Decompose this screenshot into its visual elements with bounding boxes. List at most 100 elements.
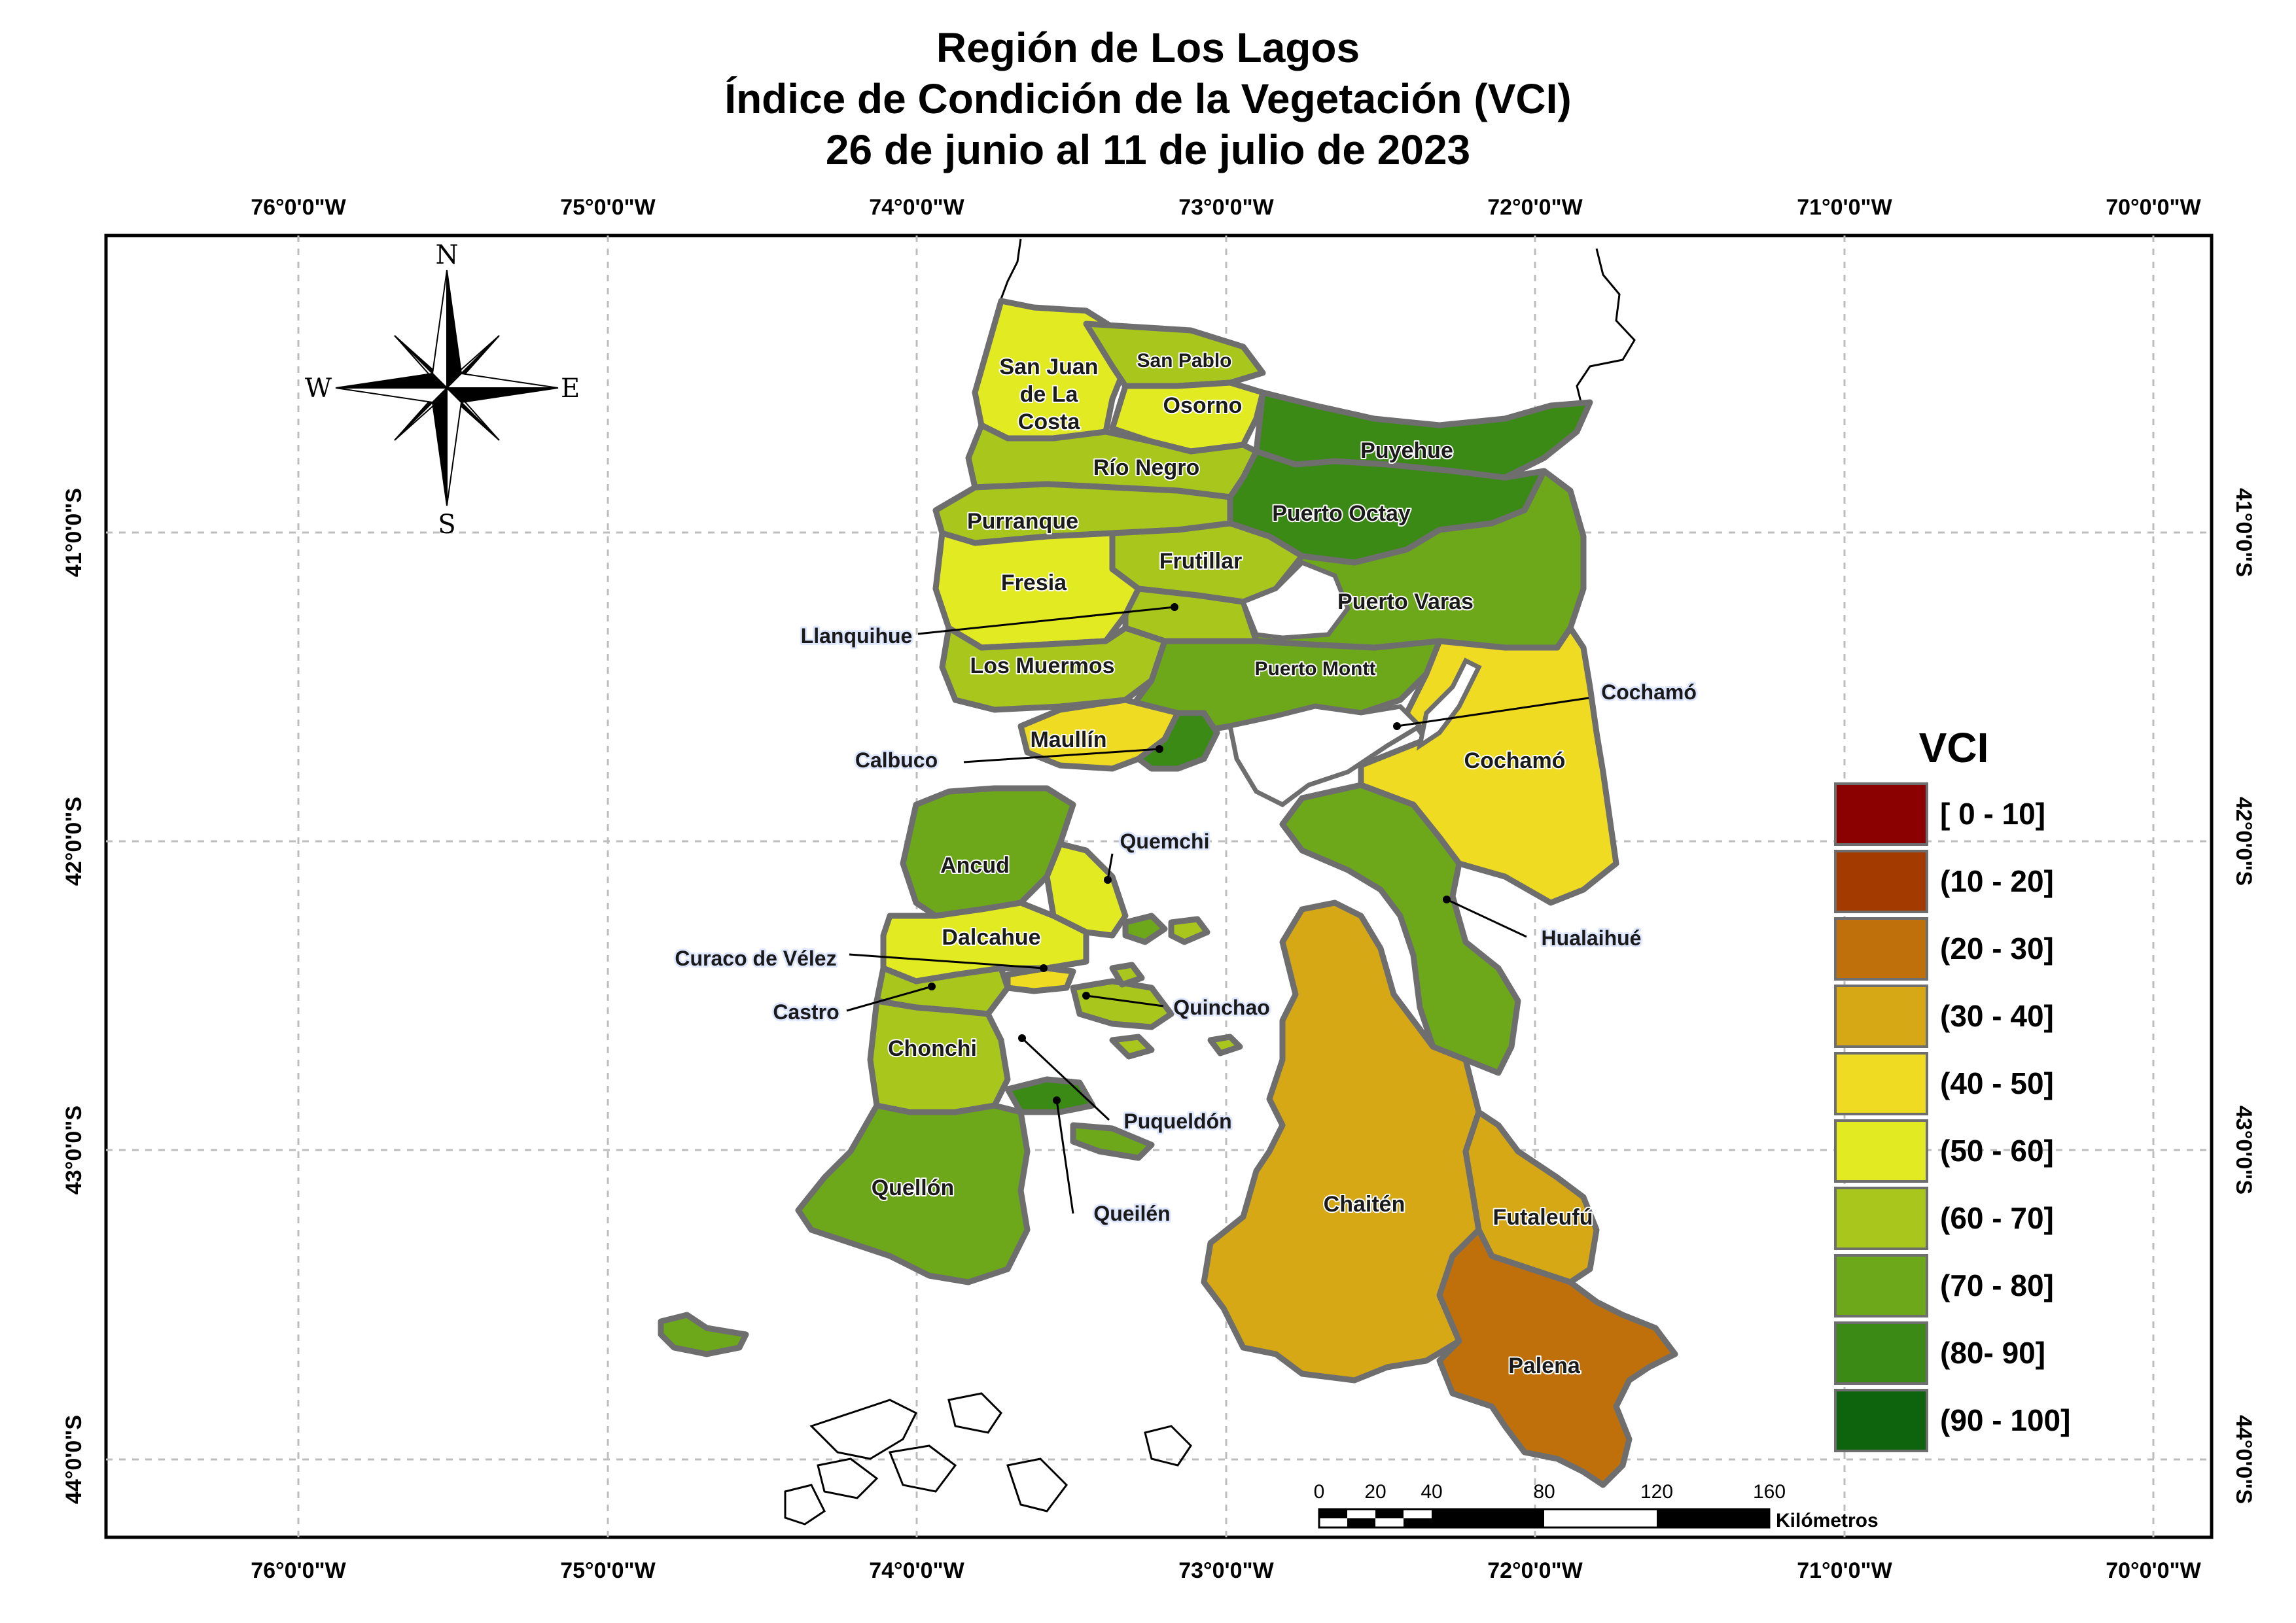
legend-label: (30 - 40]: [1940, 999, 2054, 1033]
legend-label: (80- 90]: [1940, 1336, 2045, 1370]
legend-label: [ 0 - 10]: [1940, 797, 2045, 831]
lon-label: 76°0'0"W: [251, 195, 346, 220]
lon-label: 70°0'0"W: [2106, 1558, 2201, 1583]
lon-label: 71°0'0"W: [1797, 1558, 1892, 1583]
lat-labels-left: 41°0'0"S 42°0'0"S 43°0'0"S 44°0'0"S: [62, 488, 86, 1504]
comuna-cochamo[interactable]: [1358, 625, 1619, 906]
map-title-line2: Índice de Condición de la Vegetación (VC…: [724, 75, 1572, 122]
legend-swatch: [1834, 1254, 1928, 1318]
label-san-pablo: San Pablo: [1137, 350, 1231, 372]
legend-label: (10 - 20]: [1940, 864, 2054, 898]
label-palena: Palena: [1508, 1353, 1581, 1378]
label-puyehue: Puyehue: [1360, 438, 1453, 463]
reloncavi-sound: [1227, 704, 1424, 808]
island-small: [1122, 913, 1168, 945]
comuna-queilen[interactable]: [1070, 1122, 1155, 1161]
label-chonchi: Chonchi: [888, 1036, 977, 1061]
lat-label: 42°0'0"S: [62, 797, 86, 886]
legend-swatch: [1834, 1052, 1928, 1115]
lon-label: 73°0'0"W: [1178, 1558, 1274, 1583]
label-cochamo-callout: Cochamó: [1601, 680, 1697, 704]
scale-tick-label: 20: [1364, 1481, 1386, 1503]
label-quemchi: Quemchi: [1120, 829, 1210, 853]
lat-label: 43°0'0"S: [62, 1106, 86, 1195]
legend-swatch: [1834, 917, 1928, 981]
lat-label: 44°0'0"S: [2231, 1415, 2256, 1504]
compass-star-icon: [335, 270, 559, 506]
lat-label: 41°0'0"S: [2231, 488, 2256, 577]
scale-segment: [1347, 1518, 1375, 1527]
comuna-san-pablo[interactable]: [1083, 321, 1266, 389]
label-puerto-montt: Puerto Montt: [1255, 658, 1376, 680]
legend-label: (20 - 30]: [1940, 932, 2054, 966]
international-border: [1576, 248, 1636, 413]
label-puqueldon: Puqueldón: [1123, 1109, 1231, 1133]
comuna-futaleufu[interactable]: [1462, 1109, 1600, 1285]
map-title-line3: 26 de junio al 11 de julio de 2023: [825, 126, 1471, 173]
legend-swatch: [1834, 1389, 1928, 1452]
comuna-palena[interactable]: [1436, 1227, 1678, 1488]
label-calbuco: Calbuco: [855, 748, 938, 772]
comuna-labels: San Juan de La Costa San Pablo Osorno Puye…: [673, 349, 1699, 1380]
label-frutillar: Frutillar: [1159, 549, 1243, 574]
legend-label: (70 - 80]: [1940, 1268, 2054, 1302]
legend-swatch: [1834, 1119, 1928, 1183]
scale-segment: [1657, 1509, 1769, 1527]
scale-bar: 0 20 40 80 120 160 Kilómetros: [1314, 1481, 1879, 1531]
lat-label: 44°0'0"S: [62, 1415, 86, 1504]
scale-tick-label: 80: [1533, 1481, 1555, 1503]
legend-label: (90 - 100]: [1940, 1403, 2070, 1437]
southern-islands-outline: [784, 1392, 1192, 1526]
label-puerto-octay: Puerto Octay: [1272, 501, 1411, 526]
comuna-quellon[interactable]: [795, 1102, 1031, 1285]
lake-llanquihue: [1240, 559, 1351, 640]
label-san-juan-de-la-costa: San Juan de La Costa: [999, 355, 1098, 434]
label-ancud: Ancud: [940, 853, 1010, 878]
lon-label: 75°0'0"W: [560, 1558, 656, 1583]
compass-e: E: [561, 374, 580, 404]
island-small: [1207, 1034, 1243, 1056]
comuna-curaco-de-velez[interactable]: [1004, 965, 1076, 994]
label-los-muermos: Los Muermos: [970, 654, 1114, 678]
reloncavi-estuary: [1416, 657, 1482, 751]
legend-label: (40 - 50]: [1940, 1066, 2054, 1100]
label-chaiten: Chaitén: [1324, 1192, 1405, 1217]
island-small: [1109, 962, 1145, 988]
compass-s: S: [438, 510, 455, 540]
leader-lines: [846, 606, 1589, 1214]
compass-rose: N S E W: [305, 240, 580, 540]
scale-segment: [1319, 1509, 1347, 1518]
label-purranque: Purranque: [967, 509, 1078, 534]
water-bodies: [1227, 559, 1482, 808]
comuna-chaiten[interactable]: [1201, 899, 1482, 1384]
leader-dots: [928, 603, 1451, 1104]
label-rio-negro: Río Negro: [1093, 455, 1199, 480]
lat-label: 42°0'0"S: [2231, 797, 2256, 886]
island-small: [1168, 916, 1210, 945]
scale-tick-label: 40: [1421, 1481, 1442, 1503]
label-futaleufu: Futaleufú: [1493, 1205, 1593, 1230]
island-small: [1109, 1034, 1155, 1060]
label-llanquihue: Llanquihue: [801, 624, 913, 648]
comuna-puqueldon[interactable]: [1004, 1076, 1096, 1115]
comuna-calbuco[interactable]: [1135, 710, 1220, 772]
legend-label: (60 - 70]: [1940, 1201, 2054, 1235]
legend-swatch: [1834, 850, 1928, 913]
scale-unit: Kilómetros: [1776, 1510, 1879, 1531]
scale-segment: [1404, 1518, 1432, 1527]
label-quellon: Quellón: [872, 1176, 955, 1200]
lat-label: 41°0'0"S: [62, 488, 86, 577]
lon-label: 73°0'0"W: [1178, 195, 1274, 220]
legend-swatch: [1834, 1187, 1928, 1250]
lat-labels-right: 41°0'0"S 42°0'0"S 43°0'0"S 44°0'0"S: [2231, 488, 2256, 1504]
lon-label: 70°0'0"W: [2106, 195, 2201, 220]
scale-ticks: 0 20 40 80 120 160: [1314, 1481, 1786, 1503]
legend-items: [ 0 - 10] (10 - 20] (20 - 30] (30 - 40] (40 …: [1834, 782, 2070, 1452]
lon-label: 72°0'0"W: [1487, 1558, 1583, 1583]
label-hualaihue: Hualaihué: [1542, 926, 1642, 950]
comuna-chonchi[interactable]: [867, 998, 1011, 1115]
legend-title: VCI: [1919, 724, 1989, 771]
label-curaco-de-velez: Curaco de Vélez: [675, 947, 836, 970]
scale-tick-label: 160: [1753, 1481, 1786, 1503]
